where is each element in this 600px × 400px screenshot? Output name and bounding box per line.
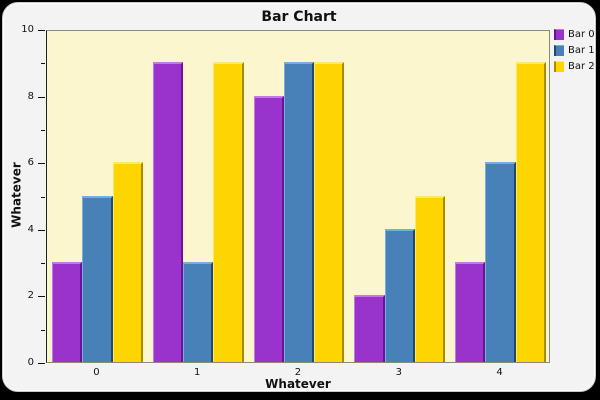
chart-window: Bar Chart 0 2 4 6 8 10 0 1 2 3 4 Whatever Whateve… bbox=[2, 2, 596, 392]
legend: Bar 0 Bar 1 Bar 2 bbox=[554, 27, 595, 73]
bar-bar2-cat0 bbox=[112, 162, 143, 362]
y-axis-title: Whatever bbox=[9, 162, 24, 228]
y-major-tick-8 bbox=[38, 96, 45, 98]
bar-bar1-cat4 bbox=[485, 162, 516, 362]
y-tick-label-8: 8 bbox=[27, 90, 34, 102]
x-tick-label-2: 2 bbox=[294, 367, 302, 378]
y-minor-tick-1 bbox=[41, 329, 45, 331]
legend-label: Bar 0 bbox=[568, 28, 595, 40]
x-tick-label-3: 3 bbox=[395, 367, 402, 378]
y-tick-label-0: 0 bbox=[27, 357, 34, 368]
y-tick-label-10: 10 bbox=[21, 24, 34, 35]
bar-bar0-cat0 bbox=[52, 262, 83, 362]
y-major-tick-4 bbox=[38, 229, 45, 231]
legend-label: Bar 1 bbox=[568, 44, 595, 56]
bar-bar1-cat1 bbox=[183, 262, 214, 362]
legend-item-2: Bar 2 bbox=[554, 59, 595, 73]
legend-item-1: Bar 1 bbox=[554, 43, 595, 57]
y-major-tick-0 bbox=[38, 363, 45, 364]
x-tick-label-1: 1 bbox=[194, 367, 201, 378]
legend-swatch-icon bbox=[554, 44, 564, 56]
x-tick-label-4: 4 bbox=[496, 367, 503, 378]
legend-swatch-icon bbox=[554, 60, 564, 72]
legend-swatch-icon bbox=[554, 28, 564, 40]
x-tick-label-0: 0 bbox=[93, 367, 100, 378]
bar-bar2-cat2 bbox=[314, 62, 345, 362]
bar-bar0-cat1 bbox=[152, 62, 184, 362]
legend-label: Bar 2 bbox=[568, 60, 595, 72]
bar-bar1-cat0 bbox=[82, 195, 113, 362]
bar-bar2-cat4 bbox=[515, 62, 546, 362]
y-minor-tick-7 bbox=[41, 129, 45, 131]
x-axis-title: Whatever bbox=[265, 377, 331, 391]
y-major-tick-2 bbox=[38, 296, 45, 298]
y-tick-label-6: 6 bbox=[27, 157, 34, 169]
bar-bar1-cat3 bbox=[384, 228, 415, 362]
bar-bar0-cat3 bbox=[354, 295, 385, 362]
y-major-tick-10 bbox=[38, 30, 45, 31]
y-major-tick-6 bbox=[38, 163, 45, 165]
legend-item-0: Bar 0 bbox=[554, 27, 595, 41]
y-minor-tick-9 bbox=[41, 63, 45, 65]
y-tick-label-4: 4 bbox=[27, 223, 34, 235]
bar-bar2-cat3 bbox=[414, 195, 446, 362]
bar-bar2-cat1 bbox=[213, 62, 244, 362]
bar-bar1-cat2 bbox=[283, 62, 315, 362]
y-tick-label-2: 2 bbox=[27, 290, 34, 302]
y-minor-tick-5 bbox=[41, 196, 45, 198]
bar-bar0-cat4 bbox=[455, 262, 486, 362]
chart-title: Bar Chart bbox=[261, 9, 337, 25]
y-minor-tick-3 bbox=[41, 263, 45, 265]
bar-bar0-cat2 bbox=[253, 95, 284, 362]
plot-area bbox=[46, 30, 550, 363]
